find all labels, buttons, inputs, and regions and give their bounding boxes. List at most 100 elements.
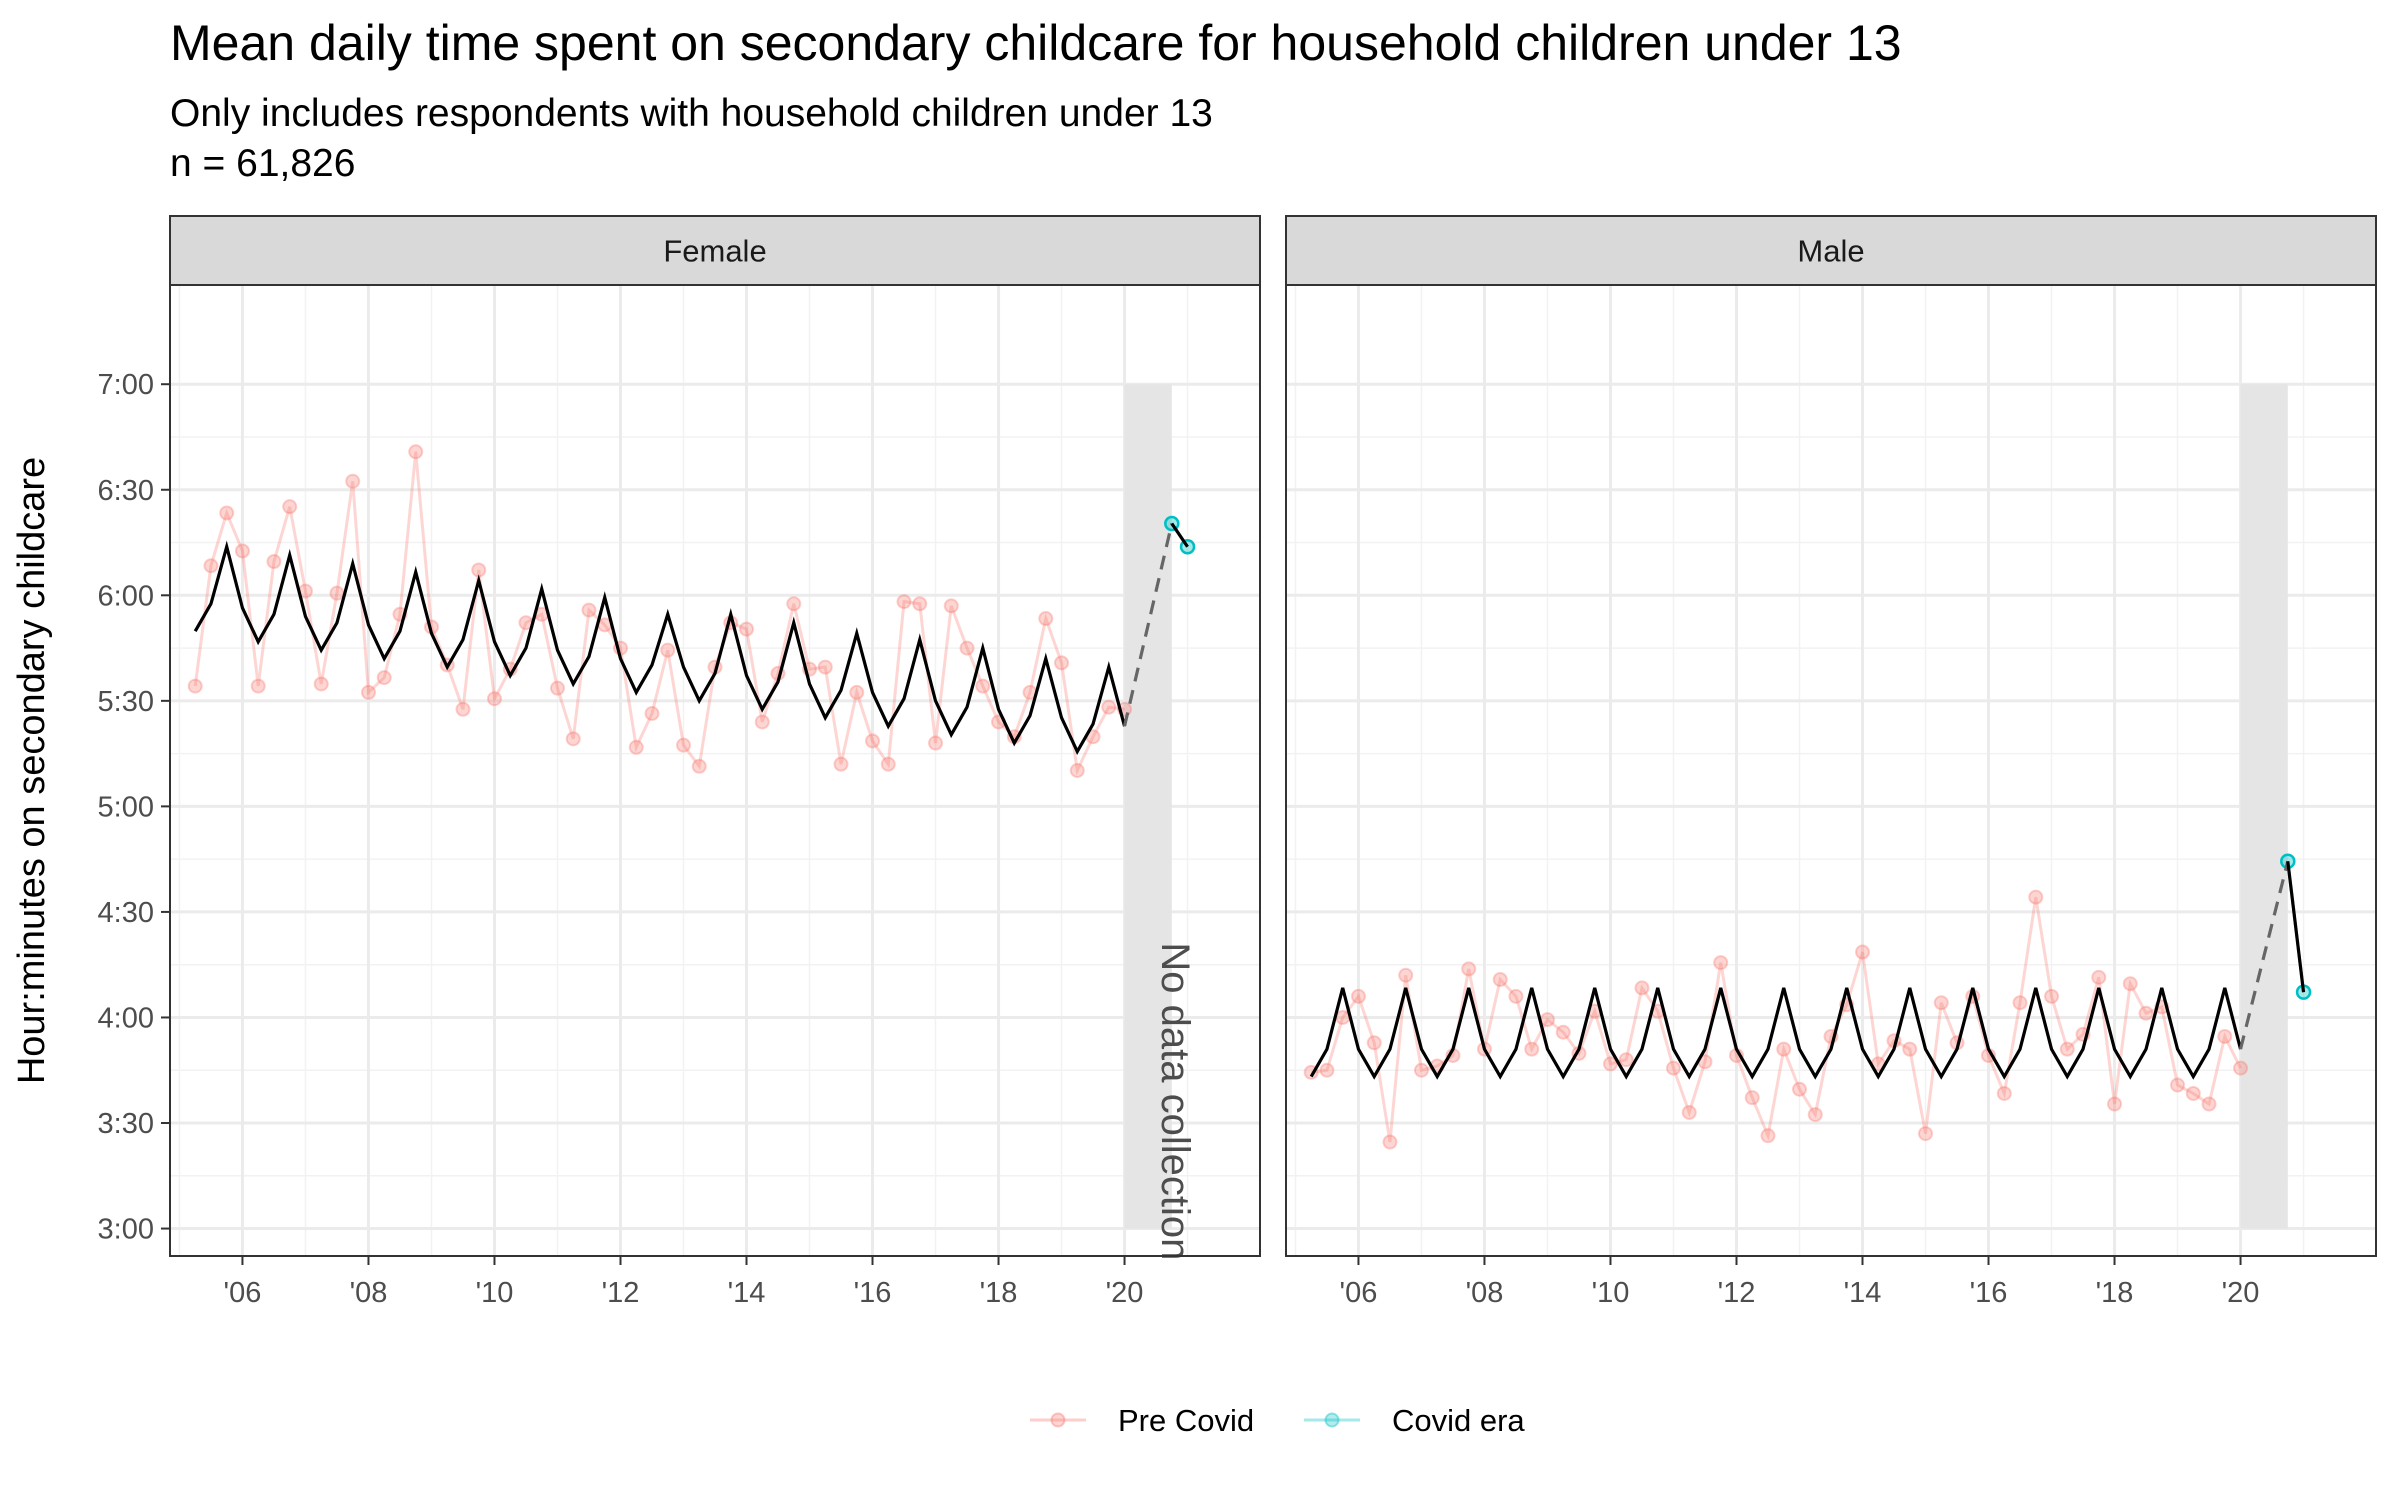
pre-covid-point: [739, 621, 755, 637]
pre-covid-point: [912, 596, 928, 612]
plot-background: [170, 285, 1260, 1256]
pre-covid-point: [1744, 1090, 1760, 1106]
pre-covid-point: [1665, 1060, 1681, 1076]
y-tick-label: 4:30: [98, 897, 154, 929]
pre-covid-point: [282, 499, 298, 515]
pre-covid-point: [2091, 969, 2107, 985]
pre-covid-point: [1398, 967, 1414, 983]
pre-covid-point: [1413, 1062, 1429, 1078]
legend-label: Pre Covid: [1118, 1403, 1254, 1438]
pre-covid-point: [1776, 1041, 1792, 1057]
pre-covid-point: [345, 473, 361, 489]
panel-border: [1285, 284, 2377, 1257]
pre-covid-point: [1602, 1056, 1618, 1072]
x-tick-label: '16: [1970, 1277, 2008, 1309]
legend: Pre Covid Covid era: [1030, 1403, 1525, 1438]
x-axis: '06 '08 '10 '12 '14 '16 '18 '20: [1340, 1256, 2260, 1309]
y-tick-label: 6:00: [98, 580, 154, 612]
pre-covid-point: [1508, 988, 1524, 1004]
x-tick-label: '08: [350, 1277, 388, 1309]
pre-covid-point: [2028, 889, 2044, 905]
y-tick-label: 3:00: [98, 1214, 154, 1246]
pre-covid-point: [2170, 1077, 2186, 1093]
pre-covid-point: [754, 714, 770, 730]
x-tick-label: '08: [1466, 1277, 1504, 1309]
seasonal-trend-line: [193, 540, 1127, 755]
x-tick-label: '10: [1592, 1277, 1630, 1309]
x-tick-label: '18: [980, 1277, 1018, 1309]
pre-covid-point: [833, 756, 849, 772]
legend-item: Pre Covid: [1030, 1403, 1254, 1438]
pre-covid-point: [581, 602, 597, 618]
x-tick-label: '18: [2096, 1277, 2134, 1309]
pre-covid-point: [2201, 1096, 2217, 1112]
no-data-band: [1124, 384, 1172, 1229]
pre-covid-point: [1101, 699, 1117, 715]
pre-covid-point: [455, 701, 471, 717]
pre-covid-line: [1311, 896, 2242, 1143]
pre-covid-point: [1933, 995, 1949, 1011]
pre-covid-line: [193, 451, 1125, 776]
pre-covid-point: [1996, 1085, 2012, 1101]
x-tick-label: '16: [854, 1277, 892, 1309]
y-axis: 3:00 3:30 4:00 4:30 5:00 5:30 6:00 6:30 7:00: [98, 369, 170, 1246]
pre-covid-point: [1855, 944, 1871, 960]
x-tick-label: '12: [1718, 1277, 1756, 1309]
chart-title: Mean daily time spent on secondary child…: [170, 15, 1902, 71]
pre-covid-point: [1918, 1126, 1934, 1142]
plot-background: [1286, 285, 2376, 1256]
x-tick-label: '14: [728, 1277, 766, 1309]
y-tick-label: 5:00: [98, 791, 154, 823]
projection-dashed-line: [2238, 860, 2290, 1050]
pre-covid-point: [187, 678, 203, 694]
x-tick-label: '12: [602, 1277, 640, 1309]
pre-covid-point: [849, 684, 865, 700]
pre-covid-point: [2185, 1085, 2201, 1101]
x-tick-label: '20: [1106, 1277, 1144, 1309]
y-axis-title: Hour:minutes on secondary childcare: [11, 457, 53, 1084]
y-tick-label: 7:00: [98, 369, 154, 401]
y-tick-label: 3:30: [98, 1108, 154, 1140]
pre-covid-point: [691, 758, 707, 774]
pre-covid-point: [975, 678, 991, 694]
pre-covid-point: [896, 594, 912, 610]
no-data-label: No data collection: [1153, 942, 1197, 1260]
legend-item: Covid era: [1304, 1403, 1525, 1438]
pre-covid-point: [313, 676, 329, 692]
pre-covid-point: [219, 505, 235, 521]
pre-covid-point: [1054, 655, 1070, 671]
pre-covid-point: [329, 585, 345, 601]
pre-covid-point: [644, 706, 660, 722]
x-tick-label: '10: [476, 1277, 514, 1309]
pre-covid-point: [628, 739, 644, 755]
pre-covid-point: [203, 558, 219, 574]
pre-covid-point: [2217, 1028, 2233, 1044]
no-data-band: [2240, 384, 2288, 1229]
legend-key-point: [1050, 1412, 1066, 1428]
pre-covid-point: [2233, 1060, 2249, 1076]
pre-covid-point: [1760, 1128, 1776, 1144]
pre-covid-point: [1319, 1062, 1335, 1078]
minor-gridlines: [1286, 285, 2376, 1256]
pre-covid-point: [1902, 1041, 1918, 1057]
pre-covid-point: [1791, 1081, 1807, 1097]
pre-covid-point: [1524, 1041, 1540, 1057]
facet-label: Female: [663, 234, 766, 269]
pre-covid-point: [1681, 1104, 1697, 1120]
pre-covid-point: [250, 678, 266, 694]
x-tick-label: '06: [1340, 1277, 1378, 1309]
pre-covid-point: [376, 670, 392, 686]
x-axis: '06 '08 '10 '12 '14 '16 '18 '20: [224, 1256, 1144, 1309]
pre-covid-point: [2012, 995, 2028, 1011]
minor-gridlines: [170, 285, 1260, 1256]
pre-covid-point: [786, 596, 802, 612]
x-tick-label: '06: [224, 1277, 262, 1309]
sample-size-note: n = 61,826: [170, 142, 356, 185]
pre-covid-point: [1382, 1134, 1398, 1150]
pre-covid-point: [1366, 1035, 1382, 1051]
pre-covid-point: [928, 735, 944, 751]
y-tick-label: 4:00: [98, 1002, 154, 1034]
pre-covid-point: [1335, 1009, 1351, 1025]
x-tick-label: '20: [2222, 1277, 2260, 1309]
